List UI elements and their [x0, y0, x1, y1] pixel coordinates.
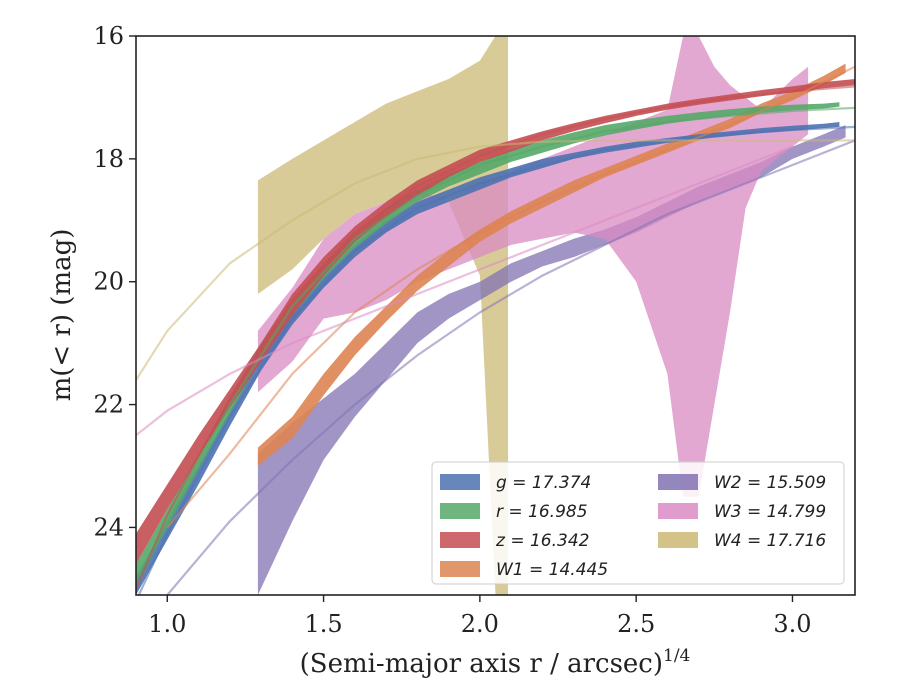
model-curve-w4: [136, 139, 855, 381]
x-tick-label: 1.0: [148, 610, 186, 638]
x-axis-title: (Semi-major axis r / arcsec)1/4: [300, 646, 691, 679]
legend-box: [431, 461, 845, 585]
legend-swatch-w1: [440, 561, 480, 577]
x-axis-title-text: (Semi-major axis r / arcsec): [300, 649, 663, 679]
x-tick-label: 2.0: [461, 610, 499, 638]
y-axis: 16 18 20 22 24: [93, 22, 136, 541]
y-tick-label: 24: [93, 513, 124, 541]
x-tick-label: 3.0: [773, 610, 811, 638]
legend: g = 17.374 r = 16.985 z = 16.342 W1 = 14.44…: [431, 461, 845, 585]
model-curve-w1: [166, 65, 855, 529]
x-tick-label: 2.5: [617, 610, 655, 638]
x-axis-title-power: 1/4: [663, 646, 690, 666]
y-tick-label: 22: [93, 391, 124, 419]
models-layer: [136, 65, 855, 595]
legend-label-w3: W3 = 14.799: [714, 502, 826, 522]
model-curve-z: [136, 85, 855, 590]
x-axis: 1.0 1.5 2.0 2.5 3.0: [148, 595, 812, 638]
model-curve-r: [136, 106, 855, 590]
y-tick-label: 20: [93, 268, 124, 296]
model-curve-w3: [136, 145, 793, 437]
band-w2: [257, 125, 846, 595]
x-tick-label: 1.5: [304, 610, 342, 638]
legend-label-w4: W4 = 17.716: [714, 531, 826, 551]
legend-label-g: g = 17.374: [496, 473, 591, 493]
legend-label-r: r = 16.985: [496, 502, 588, 522]
legend-label-w1: W1 = 14.445: [496, 560, 608, 580]
plot-frame: [135, 35, 856, 596]
legend-swatch-w4: [658, 532, 698, 548]
legend-swatch-w3: [658, 503, 698, 519]
model-curve-g: [137, 125, 855, 595]
legend-swatch-r: [440, 503, 480, 519]
legend-swatch-w2: [658, 474, 698, 490]
legend-swatch-g: [440, 474, 480, 490]
y-tick-label: 16: [93, 22, 124, 50]
legend-label-w2: W2 = 15.509: [714, 473, 826, 493]
legend-label-z: z = 16.342: [495, 531, 589, 551]
y-tick-label: 18: [93, 145, 124, 173]
legend-swatch-z: [440, 532, 480, 548]
y-axis-title: m(< r) (mag): [47, 229, 77, 402]
model-curve-w2: [166, 139, 855, 595]
